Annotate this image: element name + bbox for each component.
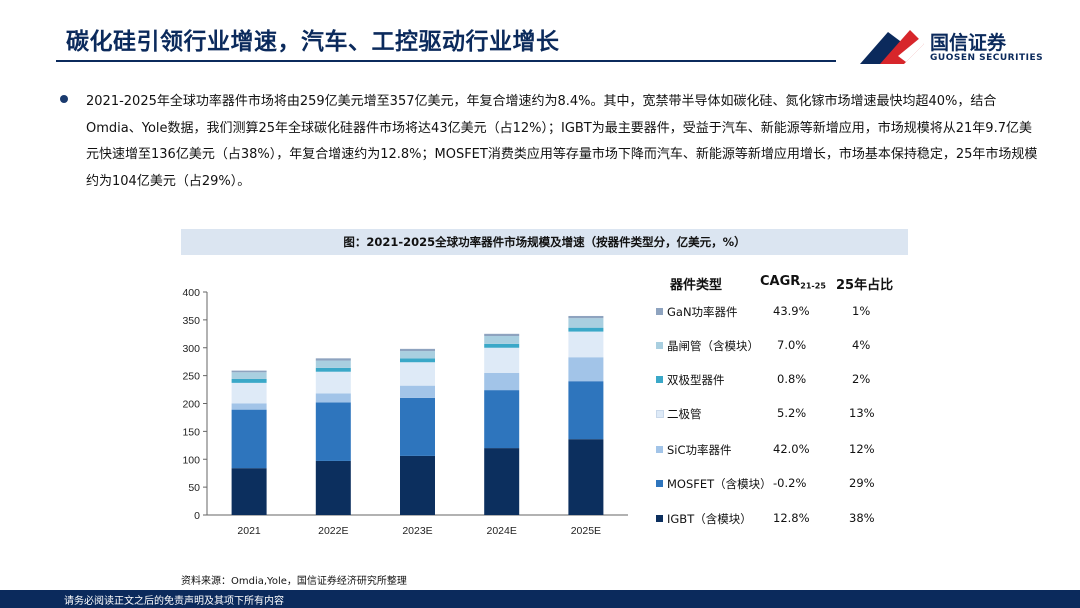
row-name: MOSFET（含模块） [667, 477, 772, 491]
row-share: 38% [849, 511, 875, 525]
x-tick-label: 2025E [571, 525, 601, 537]
bar-segment [315, 367, 351, 372]
row-name: IGBT（含模块） [667, 512, 752, 526]
y-tick-label: 50 [188, 482, 200, 494]
y-tick-label: 350 [182, 315, 200, 327]
legend-swatch [656, 308, 663, 315]
row-cagr: -0.2% [773, 476, 807, 490]
y-tick-label: 100 [182, 454, 200, 466]
bar-segment [400, 455, 435, 515]
bar-segment [231, 372, 267, 379]
row-cagr: 42.0% [773, 442, 810, 456]
x-tick-label: 2021 [237, 525, 261, 537]
row-share: 1% [852, 304, 871, 318]
bar-segment [400, 351, 435, 359]
legend-swatch [656, 515, 663, 522]
bar-segment [400, 397, 435, 456]
y-tick-label: 300 [182, 343, 200, 355]
bar-segment [568, 318, 604, 328]
logo-english: GUOSEN SECURITIES [930, 53, 1044, 63]
row-name: 双极型器件 [667, 373, 725, 387]
bar-segment [400, 348, 435, 352]
table-header-share: 25年占比 [836, 278, 894, 293]
footer-disclaimer: 请务必阅读正文之后的免责声明及其项下所有内容 [64, 596, 284, 607]
bar-segment [231, 370, 267, 373]
bar-segment [568, 331, 604, 358]
row-cagr: 0.8% [777, 372, 807, 386]
table-header-type: 器件类型 [670, 278, 723, 293]
row-name: 二极管 [667, 407, 702, 421]
legend-swatch [656, 376, 663, 383]
row-cagr: 5.2% [777, 406, 807, 420]
bar-segment [315, 402, 351, 461]
row-share: 29% [849, 476, 875, 490]
guosen-logo-icon [860, 30, 924, 64]
legend-swatch [656, 410, 664, 418]
row-share: 13% [849, 406, 875, 420]
x-tick-label: 2022E [318, 525, 348, 537]
title-divider [56, 60, 836, 62]
bar-segment [568, 357, 604, 382]
row-share: 12% [849, 442, 875, 456]
page-title: 碳化硅引领行业增速，汽车、工控驱动行业增长 [66, 29, 560, 55]
bar-segment [231, 468, 267, 515]
row-name: 晶闸管（含模块） [667, 339, 759, 353]
bar-segment [568, 439, 604, 515]
bar-segment [231, 409, 267, 469]
y-tick-label: 400 [182, 287, 200, 299]
bar-segment [231, 403, 267, 410]
bar-segment [231, 382, 267, 404]
bar-segment [568, 381, 604, 440]
bar-segment [400, 362, 435, 386]
source-note: 资料来源：Omdia,Yole，国信证券经济研究所整理 [181, 576, 407, 587]
bar-segment [568, 315, 604, 319]
bar-segment [315, 393, 351, 403]
row-share: 2% [852, 372, 871, 386]
bar-segment [231, 378, 267, 383]
bar-segment [315, 371, 351, 394]
bar-segment [400, 385, 435, 398]
bar-segment [484, 347, 520, 373]
bar-segment [315, 360, 351, 368]
bar-segment [484, 372, 520, 391]
row-share: 4% [852, 338, 871, 352]
table-header-cagr: CAGR21-25 [760, 274, 826, 291]
bar-segment [484, 390, 520, 449]
bar-segment [568, 327, 604, 332]
x-tick-label: 2024E [487, 525, 517, 537]
bar-segment [484, 343, 520, 348]
row-name: GaN功率器件 [667, 305, 738, 319]
row-cagr: 43.9% [773, 304, 810, 318]
bar-segment [315, 358, 351, 361]
footer-bar [0, 590, 1080, 608]
row-name: SiC功率器件 [667, 443, 732, 457]
legend-swatch [656, 446, 663, 453]
legend-swatch [656, 342, 663, 349]
x-tick-label: 2023E [402, 525, 432, 537]
y-tick-label: 150 [182, 426, 200, 438]
y-tick-label: 250 [182, 371, 200, 383]
y-tick-label: 200 [182, 399, 200, 411]
bar-segment [400, 358, 435, 363]
bar-segment [484, 336, 520, 344]
logo-name: 国信证券 [930, 32, 1007, 54]
row-cagr: 12.8% [773, 511, 810, 525]
figure-caption: 图：2021-2025全球功率器件市场规模及增速（按器件类型分，亿美元，%） [343, 235, 746, 249]
legend-swatch [656, 480, 663, 487]
caption-background [181, 229, 908, 255]
bullet-dot-icon [60, 95, 68, 103]
row-cagr: 7.0% [777, 338, 807, 352]
bar-segment [484, 333, 520, 337]
summary-paragraph: 2021-2025年全球功率器件市场将由259亿美元增至357亿美元，年复合增速… [86, 94, 1038, 189]
y-tick-label: 0 [194, 510, 200, 522]
bar-segment [484, 448, 520, 515]
bar-segment [315, 460, 351, 515]
